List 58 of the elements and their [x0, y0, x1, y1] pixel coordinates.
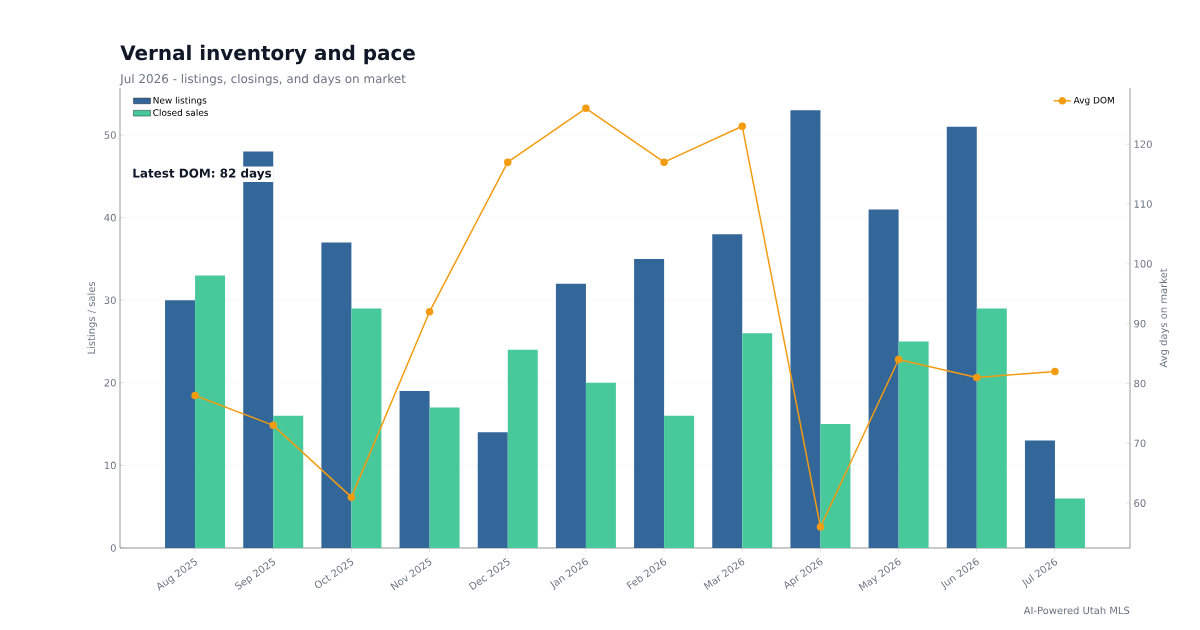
bar	[585, 382, 616, 548]
y2-tick-label: 110	[1134, 200, 1152, 208]
point	[738, 122, 746, 131]
legend-label: New listings	[153, 96, 207, 106]
bar	[351, 308, 382, 548]
bar	[477, 432, 508, 548]
y2-tick-label: 120	[1134, 140, 1152, 148]
point	[973, 373, 981, 382]
text: AI-Powered Utah MLS	[1023, 606, 1130, 615]
bar	[634, 258, 665, 548]
chart-subtitle: Jul 2026 - listings, closings, and days on market	[119, 73, 406, 86]
bar	[399, 391, 430, 548]
bar	[273, 415, 304, 548]
point	[816, 523, 825, 531]
y2-tick-label: 60	[1134, 499, 1146, 507]
bar	[429, 407, 460, 548]
bar	[165, 300, 196, 548]
point	[504, 158, 512, 166]
y-tick-label: 0	[110, 544, 116, 552]
bar	[664, 415, 695, 548]
point	[582, 104, 590, 113]
point	[347, 493, 356, 501]
bar	[820, 424, 851, 548]
chart-title: Vernal inventory and pace	[120, 44, 415, 65]
y-tick-label: 30	[104, 296, 116, 304]
y-tick-label: 20	[104, 379, 116, 387]
y2-tick-label: 80	[1134, 379, 1146, 388]
legend-label: Avg DOM	[1073, 96, 1114, 106]
bar	[976, 308, 1007, 548]
y-tick-label: 10	[104, 461, 116, 470]
annotation: Latest DOM: 82 days	[133, 168, 272, 181]
bar	[321, 242, 352, 548]
bar	[898, 341, 929, 548]
y-tick-label: 50	[104, 131, 116, 139]
bar	[195, 275, 226, 548]
bar	[712, 234, 743, 548]
bar	[243, 151, 274, 548]
y-axis-title: Listings / sales	[87, 281, 97, 354]
legend-label: Closed sales	[153, 109, 209, 116]
bar	[742, 333, 773, 548]
point	[191, 391, 199, 400]
bar	[507, 349, 538, 548]
y2-tick-label: 70	[1134, 439, 1146, 448]
bar	[868, 209, 899, 548]
bar	[790, 110, 821, 548]
point	[1051, 367, 1059, 376]
y-tick-label: 40	[104, 213, 116, 222]
bar	[1024, 440, 1055, 548]
y2-axis-title: Avg days on market	[1159, 268, 1170, 368]
point	[425, 307, 434, 316]
point	[894, 355, 903, 364]
y2-tick-label: 100	[1134, 260, 1152, 268]
bar	[555, 283, 586, 548]
bar	[1054, 498, 1085, 548]
bar	[946, 126, 977, 548]
point	[660, 158, 668, 166]
point	[269, 421, 277, 430]
y2-tick-label: 90	[1134, 319, 1146, 328]
